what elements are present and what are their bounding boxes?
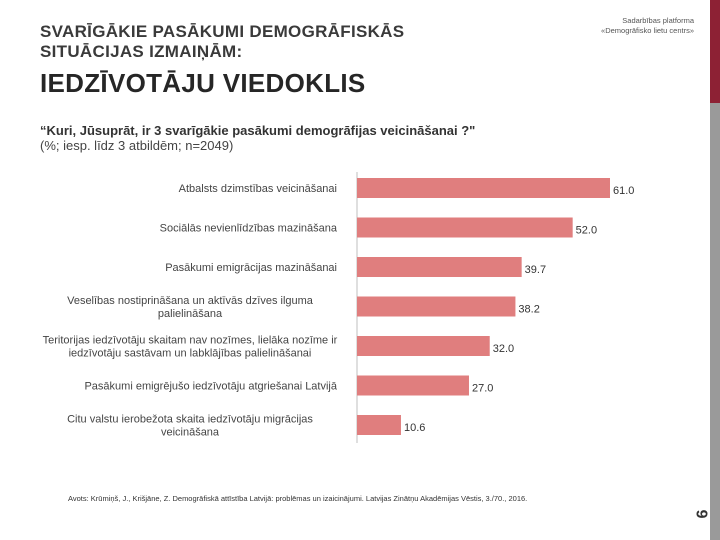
- bar: [357, 336, 490, 356]
- category-label: Sociālās nevienlīdzības mazināšana: [160, 223, 338, 235]
- data-label: 38.2: [518, 304, 539, 316]
- platform-label: Sadarbības platforma «Demogrāfisko lietu…: [601, 16, 694, 36]
- title-line-1: SVARĪGĀKIE PASĀKUMI DEMOGRĀFISKĀS: [40, 22, 405, 41]
- source-note: Avots: Krūmiņš, J., Krišjāne, Z. Demogrā…: [68, 494, 528, 503]
- accent-bar: [710, 0, 720, 103]
- bar: [357, 217, 573, 238]
- category-label: Veselības nostiprināšana un aktīvās dzīv…: [67, 295, 314, 320]
- category-label-line: veicināšana: [161, 427, 220, 439]
- platform-line-2: «Demogrāfisko lietu centrs»: [601, 26, 694, 35]
- data-label: 10.6: [404, 422, 425, 434]
- page-title: IEDZĪVOTĀJU VIEDOKLIS: [40, 68, 366, 98]
- page-number: 6: [694, 509, 712, 519]
- category-label-line: iedzīvotāju sastāvam un labklājības pali…: [69, 348, 312, 360]
- platform-line-1: Sadarbības platforma: [622, 16, 694, 25]
- bar: [357, 296, 516, 317]
- data-label: 27.0: [472, 383, 493, 395]
- category-label-line: Pasākumi emigrējušo iedzīvotāju atgrieša…: [84, 381, 337, 393]
- data-label: 32.0: [493, 343, 514, 355]
- category-label-line: Veselības nostiprināšana un aktīvās dzīv…: [67, 295, 314, 307]
- category-label-line: Citu valstu ierobežota skaita iedzīvotāj…: [67, 414, 313, 426]
- survey-question: “Kuri, Jūsuprāt, ir 3 svarīgākie pasākum…: [40, 123, 476, 138]
- category-label-line: Atbalsts dzimstības veicināšanai: [179, 183, 337, 195]
- category-label: Teritorijas iedzīvotāju skaitam nav nozī…: [43, 335, 338, 360]
- bar: [357, 375, 469, 396]
- data-label: 52.0: [576, 225, 597, 237]
- data-label: 61.0: [613, 185, 634, 197]
- bar-chart: 61.0 Atbalsts dzimstības veicināšanai 52.0…: [43, 172, 634, 443]
- category-label: Pasākumi emigrācijas mazināšanai: [165, 262, 337, 274]
- category-label: Pasākumi emigrējušo iedzīvotāju atgrieša…: [84, 381, 337, 393]
- category-label-line: Sociālās nevienlīdzības mazināšana: [160, 223, 338, 235]
- bar: [357, 257, 522, 277]
- category-label-line: Teritorijas iedzīvotāju skaitam nav nozī…: [43, 335, 338, 347]
- bar: [357, 415, 401, 435]
- category-label-line: Pasākumi emigrācijas mazināšanai: [165, 262, 337, 274]
- category-label: Citu valstu ierobežota skaita iedzīvotāj…: [67, 414, 313, 439]
- data-label: 39.7: [525, 264, 546, 276]
- side-bar: [710, 103, 720, 540]
- category-label-line: palielināšana: [158, 308, 223, 320]
- bar: [357, 178, 610, 198]
- title-line-2: SITUĀCIJAS IZMAIŅĀM:: [40, 42, 243, 61]
- category-label: Atbalsts dzimstības veicināšanai: [179, 183, 337, 195]
- survey-note: (%; iesp. līdz 3 atbildēm; n=2049): [40, 138, 234, 153]
